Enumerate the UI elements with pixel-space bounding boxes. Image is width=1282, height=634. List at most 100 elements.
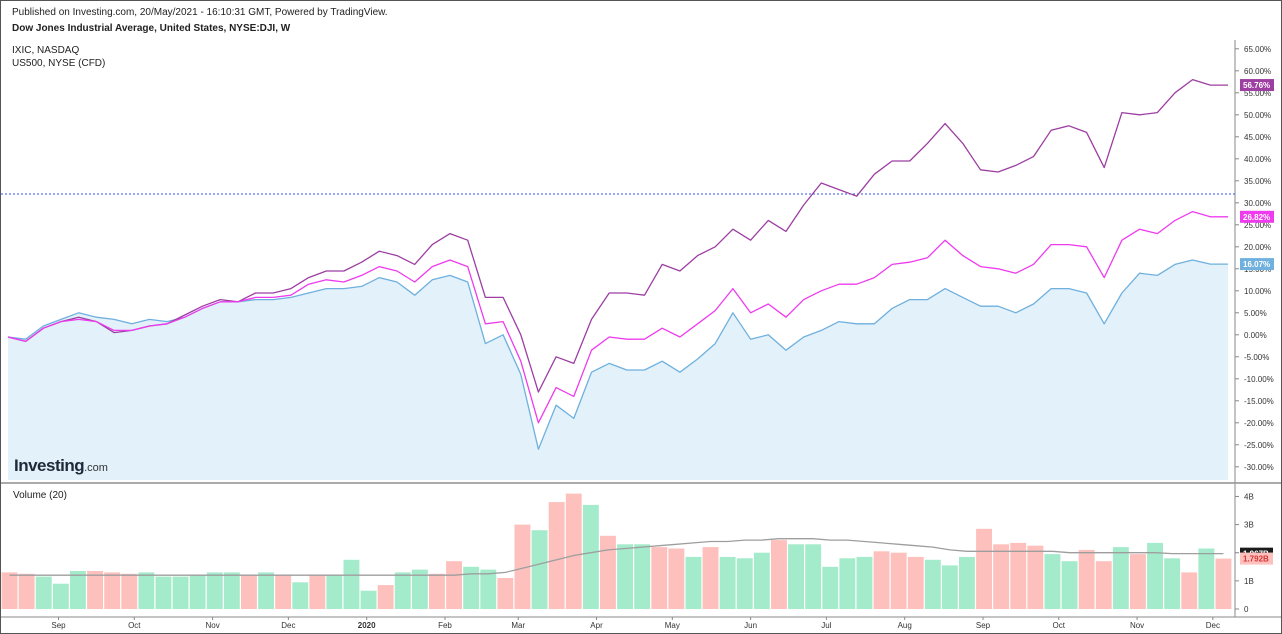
volume-bar	[856, 556, 873, 609]
volume-bar	[548, 502, 565, 609]
price-tick-label: -25.00%	[1244, 441, 1274, 450]
price-tick-label: 45.00%	[1244, 133, 1271, 142]
volume-bar	[1164, 558, 1181, 609]
volume-bar	[1, 572, 18, 609]
volume-last-label: 1.792B	[1243, 555, 1269, 564]
volume-bar	[497, 578, 514, 609]
volume-bar	[907, 556, 924, 609]
last-value-badge-dji	[1240, 258, 1274, 271]
volume-bar	[377, 585, 394, 609]
volume-bar	[463, 566, 480, 609]
volume-bar	[1078, 549, 1095, 609]
volume-tick-label: 3B	[1244, 521, 1254, 530]
price-tick-label: 10.00%	[1244, 287, 1271, 296]
volume-bar	[839, 558, 856, 609]
time-tick-label: Apr	[590, 621, 603, 630]
volume-ma-line	[9, 538, 1224, 576]
volume-bar	[429, 573, 445, 609]
volume-bar	[651, 547, 668, 609]
volume-bar	[685, 556, 702, 609]
time-tick-label: Aug	[898, 621, 912, 630]
price-tick-label: 25.00%	[1244, 221, 1271, 230]
price-tick-label: 60.00%	[1244, 67, 1271, 76]
volume-bar	[941, 565, 958, 609]
volume-bar	[634, 544, 651, 609]
volume-bar	[1181, 572, 1198, 609]
volume-bar	[1198, 548, 1215, 609]
volume-bar	[668, 548, 685, 609]
time-tick-label: Dec	[281, 621, 295, 630]
volume-bar	[360, 590, 377, 609]
volume-bar	[924, 559, 941, 609]
volume-tick-label: 0	[1244, 605, 1249, 614]
investing-logo: Investing.com	[14, 456, 108, 476]
legend-us500: US500, NYSE (CFD)	[12, 58, 106, 69]
time-tick-label: Jul	[821, 621, 831, 630]
price-tick-label: -15.00%	[1244, 397, 1274, 406]
price-tick-label: 65.00%	[1244, 45, 1271, 54]
volume-bar	[172, 576, 189, 609]
time-tick-label: Nov	[205, 621, 219, 630]
volume-bar	[87, 571, 103, 609]
volume-bar	[326, 575, 343, 609]
volume-bar	[753, 552, 770, 609]
volume-bar	[189, 575, 206, 609]
volume-bar	[258, 572, 274, 609]
volume-bar	[18, 573, 35, 609]
last-value-badge-us500	[1240, 210, 1274, 223]
price-tick-label: 0.00%	[1244, 331, 1267, 340]
time-tick-label: May	[665, 621, 680, 630]
price-tick-label: 40.00%	[1244, 155, 1271, 164]
volume-bar	[582, 504, 599, 609]
time-tick-label: Oct	[128, 621, 141, 630]
last-value-label-us500: 26.82%	[1243, 213, 1270, 222]
volume-bar	[1112, 547, 1129, 609]
volume-bar	[514, 524, 531, 609]
volume-bar	[788, 544, 804, 609]
volume-bar	[155, 576, 172, 609]
volume-bar	[104, 572, 121, 609]
price-tick-label: 20.00%	[1244, 243, 1271, 252]
volume-bar	[1130, 554, 1146, 609]
price-tick-label: -30.00%	[1244, 463, 1274, 472]
volume-bar	[959, 556, 975, 609]
volume-title: Volume (20)	[13, 490, 67, 501]
volume-bar	[480, 569, 497, 609]
price-tick-label: 30.00%	[1244, 199, 1271, 208]
volume-bar	[873, 551, 890, 609]
volume-bar	[1147, 542, 1163, 609]
price-tick-label: -20.00%	[1244, 419, 1274, 428]
volume-bar	[805, 544, 822, 609]
time-tick-label: Jun	[744, 621, 757, 630]
volume-bar	[275, 575, 292, 609]
volume-bar	[736, 558, 753, 609]
volume-bar	[531, 530, 548, 609]
price-tick-label: 35.00%	[1244, 177, 1271, 186]
volume-bar	[1010, 542, 1027, 609]
time-tick-label: Sep	[976, 621, 991, 630]
volume-bar	[394, 572, 411, 609]
time-tick-label: Dec	[1206, 621, 1220, 630]
time-tick-label: Sep	[51, 621, 66, 630]
price-tick-label: 5.00%	[1244, 309, 1267, 318]
volume-bar	[600, 535, 616, 609]
volume-bar	[1095, 561, 1112, 609]
volume-bar	[719, 556, 736, 609]
volume-bar	[138, 572, 155, 609]
volume-bar	[223, 572, 240, 609]
volume-bar	[1044, 554, 1061, 609]
volume-bar	[70, 571, 86, 609]
published-note: Published on Investing.com, 20/May/2021 …	[12, 7, 388, 18]
price-tick-label: 55.00%	[1244, 89, 1271, 98]
volume-bar	[993, 544, 1010, 609]
last-value-label-dji: 16.07%	[1243, 260, 1270, 269]
volume-bar	[822, 566, 839, 609]
volume-bar	[976, 528, 992, 609]
volume-tick-label: 4B	[1244, 492, 1254, 501]
volume-bar	[292, 582, 309, 609]
dji-area	[8, 260, 1228, 480]
price-tick-label: 50.00%	[1244, 111, 1271, 120]
volume-bar	[309, 575, 326, 609]
time-tick-label: Mar	[511, 621, 525, 630]
